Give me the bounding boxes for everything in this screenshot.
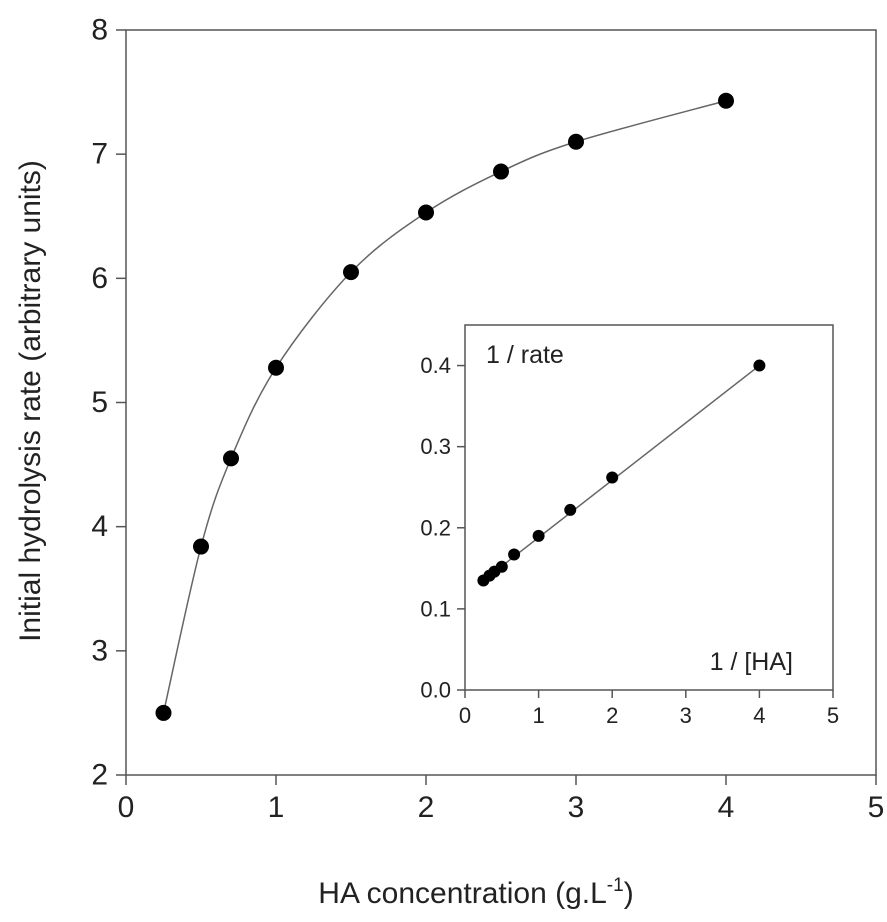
data-point bbox=[508, 548, 521, 561]
inset-y-annotation: 1 / rate bbox=[486, 341, 564, 369]
data-point bbox=[606, 471, 619, 484]
data-point bbox=[343, 264, 359, 281]
x-tick-label: 0 bbox=[118, 791, 135, 824]
data-point bbox=[193, 538, 209, 555]
y-tick-label: 0.4 bbox=[420, 353, 451, 378]
x-axis-title: HA concentration (g.L-1) bbox=[318, 875, 633, 910]
x-tick-label: 2 bbox=[418, 791, 435, 824]
inset-x-annotation: 1 / [HA] bbox=[710, 648, 793, 676]
inset-fit-line bbox=[482, 364, 760, 582]
inset-axis-ticks: 0 1 2 3 4 5 0.0 0.1 0.2 0.3 0.4 bbox=[420, 353, 839, 728]
x-tick-label: 1 bbox=[532, 703, 544, 728]
x-tick-label: 3 bbox=[568, 791, 585, 824]
x-tick-label: 2 bbox=[606, 703, 618, 728]
x-tick-label: 1 bbox=[268, 791, 285, 824]
x-tick-label: 4 bbox=[753, 703, 765, 728]
x-tick-label: 5 bbox=[827, 703, 839, 728]
x-tick-label: 4 bbox=[718, 791, 735, 824]
main-axis-ticks: 0 1 2 3 4 5 2 3 4 5 6 7 8 bbox=[91, 14, 884, 825]
y-tick-label: 2 bbox=[91, 759, 108, 792]
fit-line bbox=[482, 364, 760, 582]
data-point bbox=[223, 450, 239, 467]
y-tick-label: 4 bbox=[91, 510, 108, 543]
data-point bbox=[568, 133, 584, 150]
y-tick-label: 0.1 bbox=[420, 596, 451, 621]
y-tick-label: 8 bbox=[91, 14, 108, 47]
data-point bbox=[155, 704, 172, 721]
y-tick-label: 0.2 bbox=[420, 515, 451, 540]
inset-data-points bbox=[477, 359, 766, 587]
y-tick-label: 0.0 bbox=[420, 678, 451, 703]
x-tick-label: 5 bbox=[868, 791, 885, 824]
inset-plot-frame bbox=[464, 324, 834, 691]
data-point bbox=[268, 359, 284, 376]
y-axis-title: Initial hydrolysis rate (arbitrary units… bbox=[14, 160, 47, 642]
y-tick-label: 0.3 bbox=[420, 434, 451, 459]
y-tick-label: 6 bbox=[91, 262, 108, 295]
main-data-points bbox=[155, 92, 734, 721]
data-point bbox=[418, 204, 434, 221]
data-point bbox=[718, 92, 734, 109]
x-tick-label: 3 bbox=[680, 703, 692, 728]
data-point bbox=[495, 560, 508, 573]
y-tick-label: 3 bbox=[91, 634, 108, 667]
data-point bbox=[564, 503, 577, 516]
y-tick-label: 5 bbox=[91, 386, 108, 419]
x-tick-label: 0 bbox=[459, 703, 471, 728]
data-point bbox=[753, 359, 766, 372]
data-point bbox=[532, 529, 545, 542]
y-tick-label: 7 bbox=[91, 138, 108, 171]
data-point bbox=[493, 163, 509, 180]
